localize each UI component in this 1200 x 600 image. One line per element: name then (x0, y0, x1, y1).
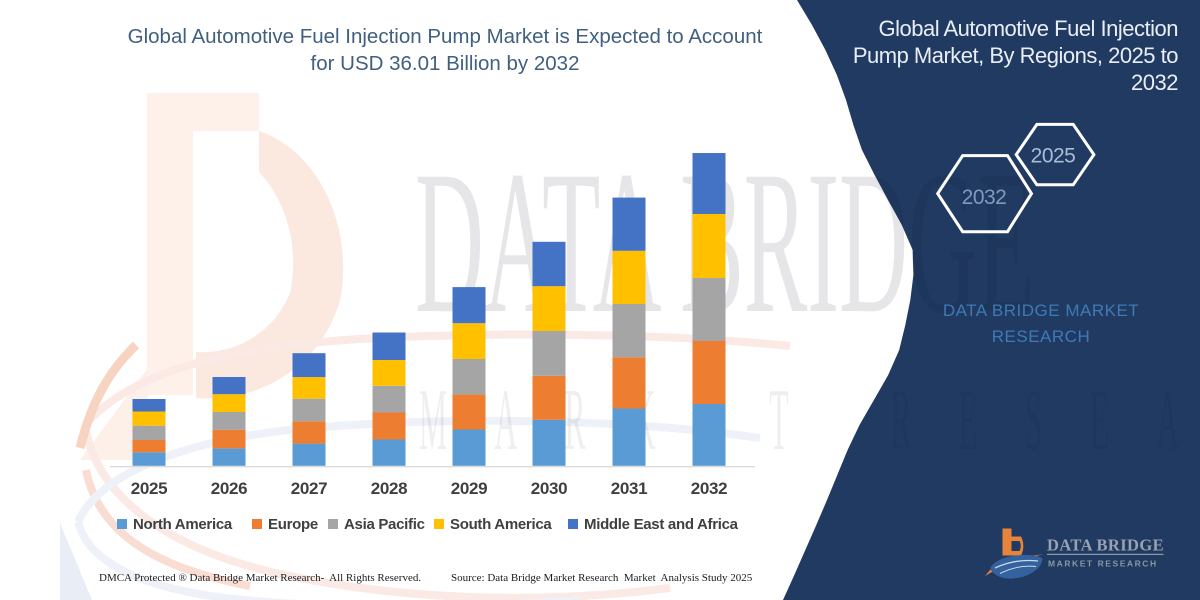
svg-text:2027: 2027 (291, 479, 328, 498)
svg-text:Europe: Europe (268, 516, 318, 533)
svg-text:2030: 2030 (531, 479, 568, 498)
svg-text:MARKET RESEARCH: MARKET RESEARCH (1048, 559, 1158, 569)
svg-text:2029: 2029 (451, 479, 488, 498)
svg-text:Middle East and Africa: Middle East and Africa (584, 516, 739, 533)
svg-text:2032: 2032 (691, 479, 728, 498)
svg-text:2025: 2025 (131, 479, 168, 498)
svg-text:2026: 2026 (211, 479, 248, 498)
svg-text:2028: 2028 (371, 479, 408, 498)
svg-text:Asia Pacific: Asia Pacific (344, 516, 425, 533)
svg-text:2032: 2032 (962, 186, 1007, 209)
svg-text:South America: South America (450, 516, 552, 533)
svg-text:DATA BRIDGE: DATA BRIDGE (1047, 536, 1164, 555)
svg-text:2031: 2031 (611, 479, 648, 498)
svg-text:2025: 2025 (1031, 145, 1076, 168)
svg-text:North America: North America (133, 516, 233, 533)
